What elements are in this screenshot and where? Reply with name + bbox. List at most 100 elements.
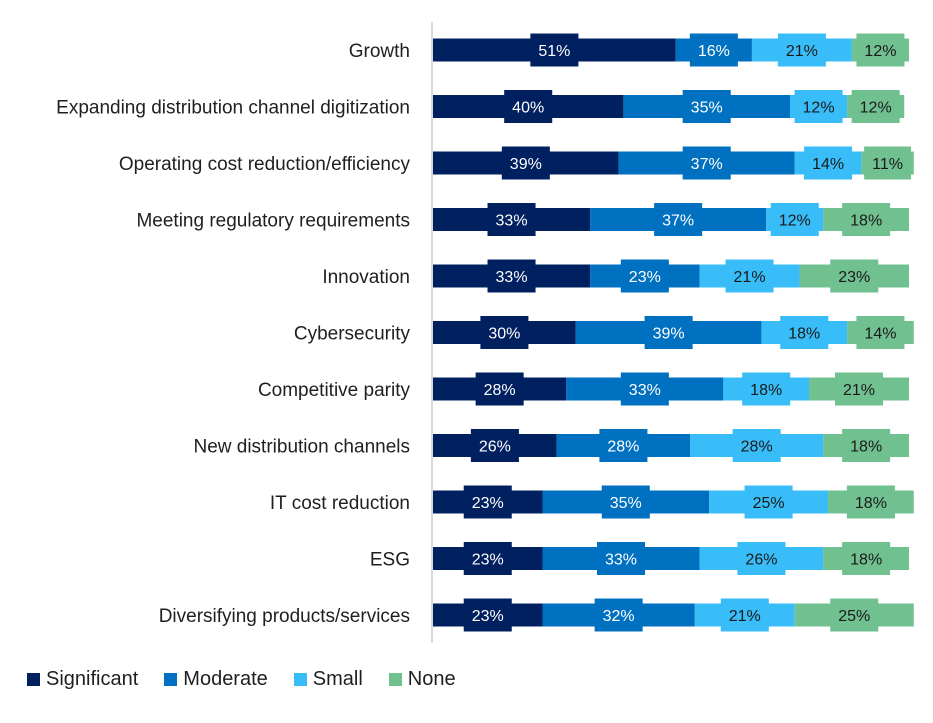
data-label-none-competitive-parity: 21% [843, 382, 875, 399]
legend-swatch-none [388, 673, 402, 686]
legend-item-significant[interactable]: Significant [27, 668, 138, 691]
data-label-small-growth: 21% [786, 43, 818, 60]
data-label-box-significant-growth [530, 33, 579, 67]
data-label-moderate-it-cost-reduction: 35% [610, 495, 642, 512]
data-label-moderate-meeting-regulatory-requirements: 37% [662, 213, 694, 230]
legend-swatch-moderate [164, 673, 178, 686]
category-label-expanding-distribution-channel-digitization: Expanding distribution channel digitizat… [56, 98, 410, 119]
data-label-significant-meeting-regulatory-requirements: 33% [496, 213, 528, 230]
data-label-significant-esg: 23% [472, 552, 504, 569]
category-label-meeting-regulatory-requirements: Meeting regulatory requirements [136, 211, 410, 232]
data-label-small-new-distribution-channels: 28% [741, 439, 773, 456]
data-label-moderate-expanding-distribution-channel-digitization: 35% [691, 100, 723, 117]
data-label-box-small-it-cost-reduction [744, 485, 793, 519]
data-label-box-significant-diversifying-products-services [463, 598, 512, 632]
category-label-growth: Growth [349, 41, 410, 62]
data-label-small-it-cost-reduction: 25% [753, 495, 785, 512]
data-label-box-moderate-esg [597, 542, 646, 575]
stacked-bar-chart: Growth Expanding distribution channel dig… [56, 22, 914, 643]
data-label-none-meeting-regulatory-requirements: 18% [850, 213, 882, 230]
data-label-moderate-cybersecurity: 39% [653, 326, 685, 343]
data-label-box-none-innovation [830, 259, 879, 293]
data-label-significant-cybersecurity: 30% [488, 326, 520, 343]
legend-label-significant: Significant [46, 668, 139, 690]
data-label-significant-new-distribution-channels: 26% [479, 439, 511, 456]
data-label-none-cybersecurity: 14% [864, 326, 896, 343]
data-label-significant-operating-cost-reduction-efficiency: 39% [510, 156, 542, 173]
data-label-box-small-new-distribution-channels [732, 429, 781, 462]
data-label-box-none-diversifying-products-services [830, 598, 879, 632]
category-label-esg: ESG [370, 550, 410, 571]
data-label-none-expanding-distribution-channel-digitization: 12% [860, 100, 892, 117]
data-label-significant-innovation: 33% [496, 269, 528, 286]
data-label-significant-expanding-distribution-channel-digitization: 40% [512, 100, 544, 117]
data-label-box-small-diversifying-products-services [720, 598, 769, 632]
data-label-small-competitive-parity: 18% [750, 382, 782, 399]
category-label-new-distribution-channels: New distribution channels [193, 437, 410, 458]
data-label-box-moderate-diversifying-products-services [594, 598, 643, 632]
data-label-box-significant-innovation [487, 259, 536, 293]
data-label-none-operating-cost-reduction-efficiency: 11% [872, 156, 903, 173]
data-label-significant-it-cost-reduction: 23% [472, 495, 504, 512]
category-label-innovation: Innovation [322, 267, 410, 288]
data-label-none-new-distribution-channels: 18% [850, 439, 882, 456]
legend-item-small[interactable]: Small [293, 668, 363, 691]
data-label-box-significant-meeting-regulatory-requirements [487, 203, 536, 236]
legend-item-none[interactable]: None [388, 668, 456, 691]
data-label-significant-diversifying-products-services: 23% [472, 608, 504, 625]
data-label-box-moderate-it-cost-reduction [601, 485, 650, 519]
legend: Significant Moderate Small None [27, 668, 482, 691]
data-label-box-small-esg [737, 542, 786, 575]
data-label-box-moderate-meeting-regulatory-requirements [654, 203, 703, 236]
legend-label-none: None [407, 668, 456, 690]
data-label-small-esg: 26% [745, 552, 777, 569]
legend-label-small: Small [312, 668, 363, 690]
data-label-box-small-expanding-distribution-channel-digitization [794, 90, 843, 123]
data-label-box-none-expanding-distribution-channel-digitization [851, 90, 900, 123]
data-label-none-it-cost-reduction: 18% [855, 495, 887, 512]
data-label-significant-competitive-parity: 28% [484, 382, 516, 399]
data-label-box-none-competitive-parity [835, 372, 884, 406]
data-label-none-innovation: 23% [838, 269, 870, 286]
category-label-diversifying-products-services: Diversifying products/services [159, 606, 410, 627]
data-label-small-diversifying-products-services: 21% [729, 608, 761, 625]
data-label-moderate-diversifying-products-services: 32% [603, 608, 635, 625]
data-label-box-significant-cybersecurity [480, 316, 529, 349]
data-label-moderate-growth: 16% [698, 43, 730, 60]
data-label-moderate-competitive-parity: 33% [629, 382, 661, 399]
legend-label-moderate: Moderate [183, 668, 268, 690]
data-label-box-moderate-innovation [620, 259, 669, 293]
data-label-moderate-innovation: 23% [629, 269, 661, 286]
data-label-box-significant-new-distribution-channels [470, 429, 519, 462]
data-label-box-significant-esg [463, 542, 512, 575]
data-label-small-expanding-distribution-channel-digitization: 12% [803, 100, 835, 117]
data-label-box-moderate-new-distribution-channels [599, 429, 648, 462]
data-label-box-small-meeting-regulatory-requirements [770, 203, 819, 236]
data-label-box-moderate-competitive-parity [620, 372, 669, 406]
data-label-box-none-cybersecurity [856, 316, 905, 349]
category-label-competitive-parity: Competitive parity [258, 380, 411, 401]
category-label-operating-cost-reduction-efficiency: Operating cost reduction/efficiency [119, 154, 411, 175]
data-label-box-none-meeting-regulatory-requirements [842, 203, 891, 236]
category-label-it-cost-reduction: IT cost reduction [270, 493, 410, 514]
data-label-box-none-operating-cost-reduction-efficiency [864, 146, 912, 180]
data-label-box-significant-competitive-parity [475, 372, 524, 406]
legend-item-moderate[interactable]: Moderate [164, 668, 268, 691]
category-labels: Growth Expanding distribution channel dig… [56, 41, 410, 627]
legend-swatch-significant [27, 673, 40, 686]
data-label-box-significant-operating-cost-reduction-efficiency [501, 146, 550, 180]
data-label-moderate-new-distribution-channels: 28% [607, 439, 639, 456]
data-label-box-small-cybersecurity [780, 316, 829, 349]
data-label-box-moderate-expanding-distribution-channel-digitization [682, 90, 731, 123]
data-label-box-small-operating-cost-reduction-efficiency [804, 146, 853, 180]
data-label-box-small-competitive-parity [742, 372, 791, 406]
data-label-box-moderate-operating-cost-reduction-efficiency [682, 146, 731, 180]
data-label-none-esg: 18% [850, 552, 882, 569]
data-label-none-growth: 12% [864, 43, 896, 60]
data-label-box-none-new-distribution-channels [842, 429, 891, 462]
category-label-cybersecurity: Cybersecurity [294, 324, 411, 345]
data-label-moderate-esg: 33% [605, 552, 637, 569]
data-label-small-meeting-regulatory-requirements: 12% [779, 213, 811, 230]
data-label-none-diversifying-products-services: 25% [838, 608, 870, 625]
data-label-box-small-growth [777, 33, 826, 67]
